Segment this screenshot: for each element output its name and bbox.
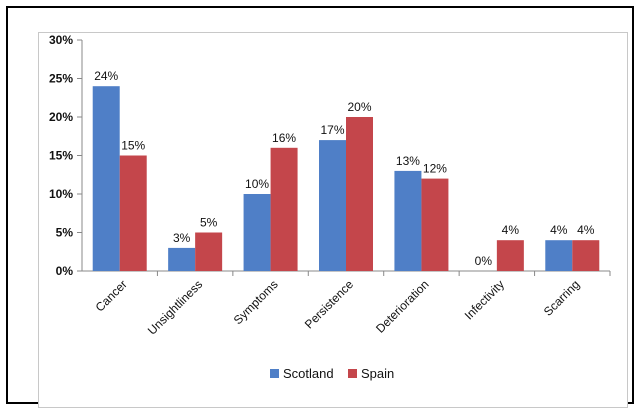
- legend-swatch-spain: [348, 369, 357, 378]
- data-label-scotland: 24%: [94, 69, 118, 83]
- bar-spain: [119, 155, 147, 271]
- y-tick-label: 10%: [49, 187, 73, 201]
- y-tick-label: 15%: [49, 149, 73, 163]
- data-label-spain: 5%: [200, 216, 218, 230]
- y-tick-label: 0%: [56, 264, 74, 278]
- legend-label-scotland: Scotland: [283, 366, 334, 381]
- data-label-scotland: 13%: [396, 154, 420, 168]
- y-tick-label: 30%: [49, 33, 73, 47]
- data-label-spain: 4%: [502, 223, 520, 237]
- data-label-spain: 12%: [423, 162, 447, 176]
- y-tick-label: 25%: [49, 72, 73, 86]
- bar-scotland: [168, 247, 196, 271]
- bar-scotland: [92, 86, 120, 271]
- x-category-label: Persistence: [302, 277, 356, 331]
- bar-spain: [195, 232, 223, 271]
- x-category-label: Symptoms: [231, 277, 281, 327]
- bar-spain: [270, 147, 298, 271]
- bar-scotland: [394, 170, 422, 271]
- data-label-scotland: 3%: [173, 231, 191, 245]
- data-label-scotland: 0%: [475, 254, 493, 268]
- bar-scotland: [319, 140, 346, 271]
- data-label-spain: 20%: [347, 100, 371, 114]
- data-label-scotland: 17%: [320, 123, 344, 137]
- legend-label-spain: Spain: [361, 366, 394, 381]
- bar-spain: [346, 117, 373, 271]
- data-label-spain: 4%: [577, 223, 595, 237]
- x-category-label: Cancer: [93, 277, 130, 314]
- data-label-scotland: 10%: [245, 177, 269, 191]
- figure-frame: [6, 6, 634, 408]
- y-tick-label: 5%: [56, 226, 74, 240]
- bar-spain: [572, 240, 600, 271]
- x-category-label: Unsightliness: [145, 277, 205, 337]
- x-category-label: Deterioration: [373, 277, 431, 335]
- data-label-spain: 15%: [121, 139, 145, 153]
- x-category-label: Scarring: [541, 277, 582, 318]
- x-category-label: Infectivity: [462, 277, 507, 322]
- bar-scotland: [545, 240, 573, 271]
- y-tick-label: 20%: [49, 110, 73, 124]
- data-label-scotland: 4%: [550, 223, 568, 237]
- data-label-spain: 16%: [272, 131, 296, 145]
- bar-spain: [496, 240, 524, 271]
- bar-scotland: [243, 194, 271, 271]
- legend-swatch-scotland: [270, 369, 279, 378]
- bar-spain: [421, 178, 449, 271]
